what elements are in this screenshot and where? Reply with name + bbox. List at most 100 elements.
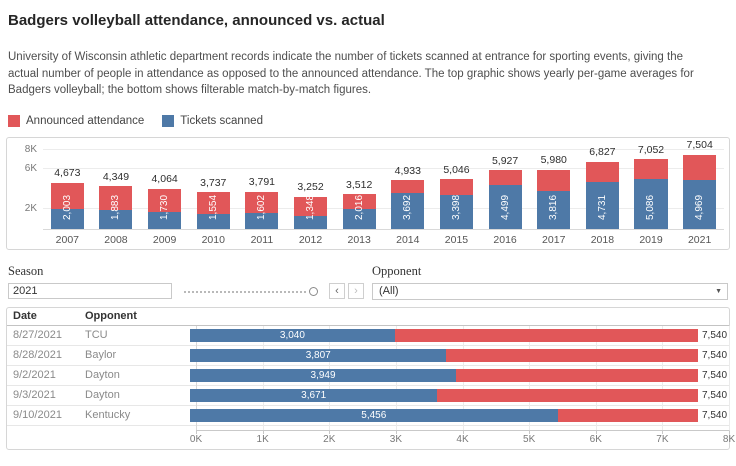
announced-value-label: 4,933 — [394, 164, 421, 177]
opponent-dropdown[interactable]: (All) ▼ — [372, 282, 728, 300]
scanned-value-label: 5,456 — [361, 409, 387, 421]
match-date: 9/3/2021 — [13, 388, 56, 401]
filter-row: Season ‹ › Opponent (All) ▼ — [8, 264, 728, 300]
legend-item-scanned[interactable]: Tickets scanned — [162, 114, 263, 127]
scanned-value-label: 3,671 — [301, 389, 327, 401]
scanned-bar[interactable] — [99, 209, 133, 229]
yearly-plot: 4,673 2,003 4,349 1,883 4,064 1,730 3,737 1,554… — [43, 139, 724, 229]
scanned-bar[interactable]: 3,949 — [190, 368, 457, 382]
page-description: University of Wisconsin athletic departm… — [8, 51, 694, 96]
scanned-bar[interactable] — [245, 212, 279, 229]
season-slider[interactable] — [184, 283, 320, 300]
y-gridline — [43, 168, 724, 170]
announced-value-label: 7,052 — [637, 143, 665, 156]
scanned-bar[interactable] — [488, 184, 522, 229]
axis-tick-label: 0K — [189, 433, 203, 445]
axis-tick-label: 2K — [323, 433, 336, 445]
scanned-bar[interactable]: 3,671 — [190, 388, 438, 402]
match-opponent: Dayton — [85, 388, 120, 401]
match-opponent: Baylor — [85, 348, 117, 361]
announced-value-label: 5,980 — [540, 154, 567, 167]
season-filter: Season ‹ › — [8, 264, 364, 300]
axis-tick-mark — [462, 430, 464, 434]
year-bar-group: 3,512 2,016 — [335, 142, 384, 229]
scanned-bar[interactable] — [439, 194, 473, 229]
axis-tick-label: 8K — [722, 433, 736, 445]
axis-tick-mark — [262, 430, 264, 434]
chevron-down-icon: ▼ — [715, 287, 722, 295]
year-bar-group: 5,046 3,398 — [432, 142, 481, 229]
scanned-bar[interactable]: 3,807 — [190, 348, 447, 362]
year-axis-label: 2010 — [201, 233, 225, 246]
match-bar-cell: 7,540 3,671 — [190, 386, 729, 405]
legend: Announced attendance Tickets scanned — [8, 114, 728, 127]
page-title: Badgers volleyball attendance, announced… — [8, 12, 385, 29]
announced-value-label: 5,927 — [491, 154, 519, 167]
year-axis-label: 2008 — [104, 233, 128, 246]
scanned-bar[interactable] — [50, 208, 84, 229]
axis-tick-mark — [196, 430, 197, 434]
announced-value-label: 7,504 — [686, 139, 713, 152]
scanned-bar[interactable]: 3,040 — [190, 328, 395, 342]
announced-value-label: 7,540 — [702, 389, 728, 401]
opponent-dropdown-value: (All) — [379, 284, 399, 297]
match-bar-cell: 7,540 3,949 — [190, 366, 729, 385]
scanned-bar[interactable] — [342, 208, 376, 229]
season-filter-title: Season — [8, 263, 44, 278]
v-gridline — [729, 325, 730, 430]
year-bar-group: 3,737 1,554 — [189, 142, 238, 229]
year-axis-label: 2021 — [687, 233, 712, 246]
year-axis-label: 2012 — [298, 233, 323, 246]
announced-value-label: 3,512 — [346, 178, 373, 191]
scanned-bar[interactable] — [585, 181, 619, 229]
year-bar-group: 4,064 1,730 — [140, 142, 189, 229]
slider-handle[interactable] — [309, 286, 318, 296]
match-row: 8/28/2021 Baylor 7,540 3,807 — [7, 346, 729, 366]
year-bar-group: 5,980 3,816 — [529, 142, 578, 229]
announced-value-label: 3,252 — [297, 181, 324, 194]
yearly-averages-chart: 8K 6K 2K 4,673 2,003 4,349 1,883 4,064 1,730 3,7… — [6, 136, 730, 250]
match-date: 8/27/2021 — [13, 328, 62, 341]
legend-item-announced[interactable]: Announced attendance — [8, 114, 145, 127]
match-opponent: Kentucky — [85, 408, 131, 421]
scanned-bar[interactable]: 5,456 — [190, 408, 558, 422]
year-axis-label: 2009 — [152, 233, 177, 246]
match-row: 9/2/2021 Dayton 7,540 3,949 — [7, 366, 729, 386]
scanned-bar[interactable] — [634, 178, 668, 229]
axis-tick-label: 5K — [523, 433, 536, 445]
year-axis-label: 2013 — [347, 233, 371, 246]
year-bar-group: 4,349 1,883 — [92, 142, 141, 229]
year-bar-group: 4,673 2,003 — [43, 142, 92, 229]
match-row: 9/3/2021 Dayton 7,540 3,671 — [7, 386, 729, 406]
opponent-filter-title: Opponent — [372, 263, 422, 278]
year-axis-label: 2017 — [542, 233, 566, 246]
announced-value-label: 7,540 — [702, 369, 728, 381]
scanned-bar[interactable] — [683, 179, 717, 229]
match-x-axis: 0K 1K 2K 3K 4K 5K 6K 7K 8K — [190, 429, 735, 449]
year-bar-group: 7,052 5,086 — [627, 142, 676, 229]
yearly-x-axis: 2007 2008 2009 2010 2011 2012 2013 2014 2015 2016… — [43, 228, 724, 249]
match-table-panel: Date Opponent 8/27/2021 TCU 7,540 3,040 8/28… — [6, 306, 735, 450]
scanned-color-swatch — [162, 114, 175, 127]
scanned-bar[interactable] — [391, 192, 425, 229]
announced-value-label: 4,673 — [54, 167, 81, 180]
season-previous-button[interactable]: ‹ — [329, 283, 345, 299]
scanned-bar[interactable] — [293, 215, 328, 229]
year-axis-label: 2015 — [444, 233, 469, 246]
scanned-bar[interactable] — [196, 213, 230, 229]
legend-label-announced: Announced attendance — [26, 114, 145, 127]
match-opponent: TCU — [85, 328, 108, 341]
scanned-bar[interactable] — [537, 190, 571, 229]
scanned-bar[interactable] — [148, 211, 182, 229]
year-axis-label: 2018 — [590, 233, 615, 246]
season-input[interactable] — [8, 283, 172, 299]
y-tick-label: 2K — [24, 202, 37, 214]
axis-tick-mark — [662, 430, 664, 434]
season-next-button[interactable]: › — [348, 283, 364, 299]
axis-tick-mark — [595, 430, 597, 434]
axis-tick-label: 3K — [389, 433, 402, 445]
axis-tick-label: 4K — [456, 433, 469, 445]
year-axis-label: 2019 — [639, 233, 663, 246]
match-bar-cell: 7,540 5,456 — [190, 406, 729, 425]
announced-value-label: 7,540 — [702, 329, 728, 341]
